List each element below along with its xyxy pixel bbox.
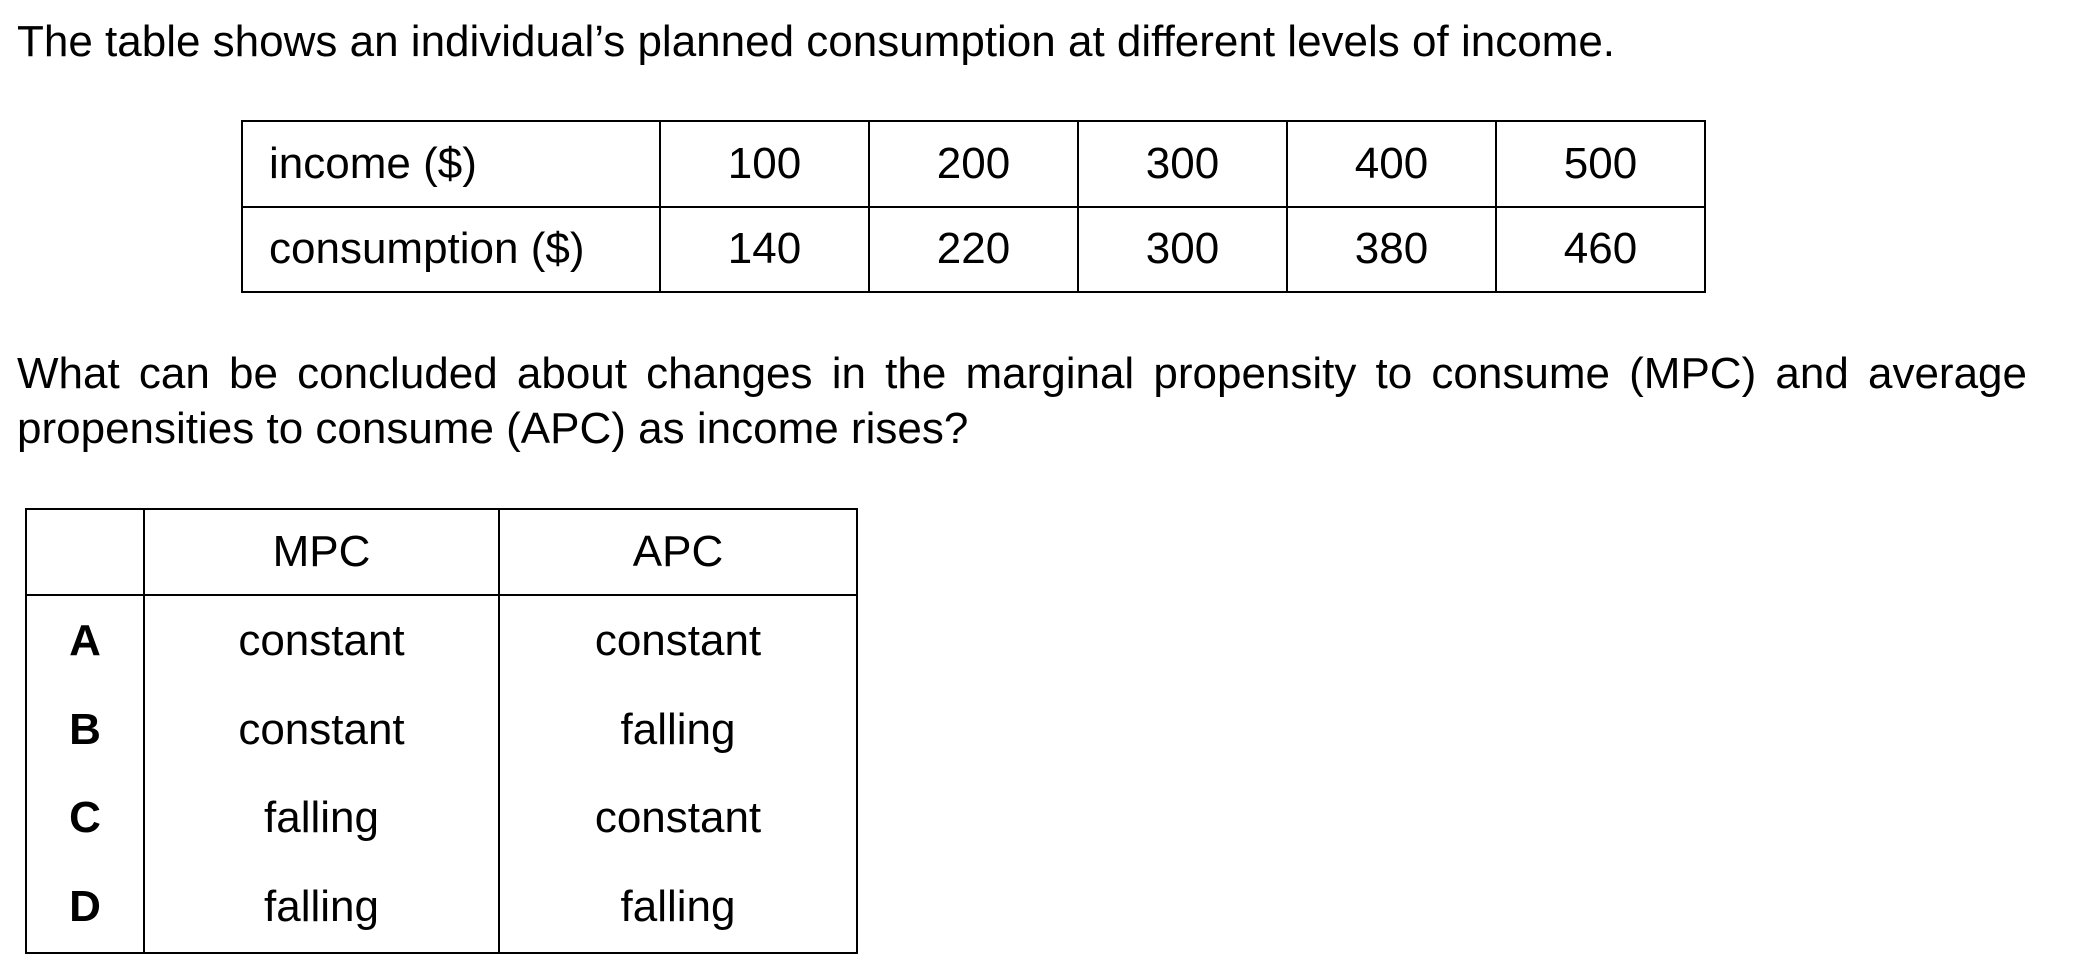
option-apc: falling [498, 685, 858, 774]
option-apc: constant [498, 595, 858, 686]
table-cell: 300 [1077, 120, 1288, 208]
table-cell: 400 [1286, 120, 1497, 208]
table-cell: 200 [868, 120, 1079, 208]
option-mpc: falling [143, 862, 500, 955]
table-cell: 380 [1286, 205, 1497, 293]
option-row-c: C falling constant [25, 773, 858, 863]
table-cell: 300 [1077, 205, 1288, 293]
option-letter: C [25, 773, 145, 863]
option-apc: constant [498, 773, 858, 863]
table-cell: 220 [868, 205, 1079, 293]
table-cell: 460 [1495, 205, 1706, 293]
answer-options-table: MPC APC A constant constant B constant f… [25, 508, 858, 955]
table-cell: 100 [659, 120, 870, 208]
header-blank [25, 508, 145, 596]
row-label-consumption: consumption ($) [241, 205, 661, 293]
table-cell: 140 [659, 205, 870, 293]
option-row-b: B constant falling [25, 685, 858, 774]
table-row-income: income ($) 100 200 300 400 500 [241, 120, 1706, 208]
option-letter: D [25, 862, 145, 955]
header-apc: APC [498, 508, 858, 596]
intro-text: The table shows an individual’s planned … [17, 17, 1616, 66]
income-consumption-table: income ($) 100 200 300 400 500 consumpti… [241, 120, 1706, 293]
option-mpc: constant [143, 685, 500, 774]
option-letter: A [25, 595, 145, 686]
options-header-row: MPC APC [25, 508, 858, 596]
option-letter: B [25, 685, 145, 774]
option-apc: falling [498, 862, 858, 955]
question-text: What can be concluded about changes in t… [17, 349, 2027, 453]
option-mpc: constant [143, 595, 500, 686]
row-label-income: income ($) [241, 120, 661, 208]
header-mpc: MPC [143, 508, 500, 596]
table-cell: 500 [1495, 120, 1706, 208]
option-row-a: A constant constant [25, 595, 858, 686]
option-mpc: falling [143, 773, 500, 863]
option-row-d: D falling falling [25, 862, 858, 955]
table-row-consumption: consumption ($) 140 220 300 380 460 [241, 205, 1706, 293]
